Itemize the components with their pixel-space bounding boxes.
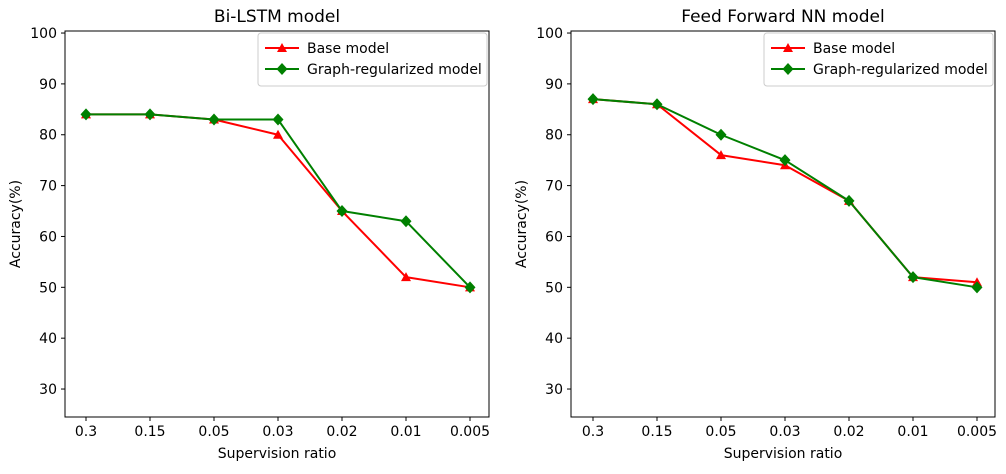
- y-tick-label: 70: [39, 179, 57, 195]
- legend-box: [763, 32, 994, 87]
- series-graph-regularized-model: [587, 93, 983, 294]
- legend-label: Base model: [813, 41, 895, 57]
- y-axis-label: Accuracy(%): [514, 180, 530, 268]
- series-graph-regularized-model-diamond-marker-icon: [80, 108, 92, 121]
- y-tick-label: 50: [545, 280, 563, 296]
- series-base-model: [588, 94, 982, 287]
- axes-box: [570, 30, 996, 418]
- legend-label: Graph-regularized model: [813, 62, 988, 78]
- x-tick-label: 0.15: [134, 424, 165, 440]
- x-tick-label: 0.01: [897, 424, 928, 440]
- chart-title: Bi-LSTM model: [214, 7, 340, 27]
- legend-label: Graph-regularized model: [307, 62, 482, 78]
- y-tick-label: 100: [536, 26, 563, 42]
- series-base-model-line: [592, 98, 978, 284]
- y-tick-label: 40: [545, 331, 563, 347]
- legend-triangle-marker-icon: [783, 43, 793, 52]
- legend-entry-base-model: Base model: [771, 41, 895, 57]
- legend-entry-graph-regularized-model: Graph-regularized model: [265, 62, 482, 78]
- y-tick-label: 30: [39, 382, 57, 398]
- series-graph-regularized-model-diamond-marker-icon: [843, 194, 855, 207]
- legend-diamond-marker-icon: [782, 63, 794, 75]
- series-graph-regularized-model-line: [592, 98, 978, 289]
- series-base-model: [81, 109, 475, 292]
- legend-box: [257, 32, 488, 87]
- series-graph-regularized-model-diamond-marker-icon: [272, 113, 284, 126]
- x-tick-label: 0.01: [390, 424, 421, 440]
- legend-entry-graph-regularized-model: Graph-regularized model: [771, 62, 988, 78]
- x-tick-label: 0.3: [75, 424, 97, 440]
- x-tick-label: 0.03: [262, 424, 293, 440]
- series-graph-regularized-model-diamond-marker-icon: [651, 98, 663, 111]
- x-tick-label: 0.3: [582, 424, 604, 440]
- series-graph-regularized-model-diamond-marker-icon: [907, 271, 919, 284]
- series-base-model-triangle-marker-icon: [716, 150, 726, 160]
- y-tick-label: 30: [545, 382, 563, 398]
- y-tick-label: 60: [545, 229, 563, 245]
- legend: Base model Graph-regularized model: [257, 32, 488, 87]
- y-tick-label: 70: [545, 179, 563, 195]
- y-tick-label: 50: [39, 280, 57, 296]
- x-tick-label: 0.02: [833, 424, 864, 440]
- series-graph-regularized-model-line: [86, 113, 471, 289]
- legend-label: Base model: [307, 41, 389, 57]
- legend-entry-base-model: Base model: [265, 41, 389, 57]
- x-tick-label: 0.02: [326, 424, 357, 440]
- chart-feed-forward-nn-model: Feed Forward NN model 30 40 50 60 70 80 90 100 0.…: [514, 7, 997, 462]
- series-base-model-triangle-marker-icon: [273, 129, 283, 139]
- y-tick-label: 80: [39, 128, 57, 144]
- series-graph-regularized-model-diamond-marker-icon: [336, 205, 348, 218]
- series-base-model-triangle-marker-icon: [401, 272, 411, 282]
- series-graph-regularized-model-diamond-marker-icon: [715, 128, 727, 141]
- x-axis-label: Supervision ratio: [218, 446, 337, 462]
- legend-triangle-marker-icon: [277, 43, 287, 52]
- legend: Base model Graph-regularized model: [763, 32, 994, 87]
- y-tick-label: 90: [39, 77, 57, 93]
- x-tick-label: 0.005: [450, 424, 490, 440]
- x-tick-label: 0.005: [957, 424, 997, 440]
- x-tick-label: 0.03: [769, 424, 800, 440]
- y-tick-label: 90: [545, 77, 563, 93]
- x-tick-label: 0.05: [198, 424, 229, 440]
- x-axis-label: Supervision ratio: [724, 446, 843, 462]
- series-graph-regularized-model-diamond-marker-icon: [208, 113, 220, 126]
- series-graph-regularized-model-diamond-marker-icon: [587, 93, 599, 106]
- y-tick-label: 80: [545, 128, 563, 144]
- x-tick-label: 0.05: [705, 424, 736, 440]
- series-graph-regularized-model-diamond-marker-icon: [400, 215, 412, 228]
- y-tick-label: 60: [39, 229, 57, 245]
- y-tick-label: 100: [30, 26, 57, 42]
- y-axis-label: Accuracy(%): [8, 180, 24, 268]
- series-graph-regularized-model: [80, 108, 476, 294]
- series-graph-regularized-model-diamond-marker-icon: [779, 154, 791, 167]
- chart-bi-lstm-model: Bi-LSTM model 30 40 50 60 70 80 90 100 0.3 0.15 0.0…: [8, 7, 490, 462]
- chart-title: Feed Forward NN model: [681, 7, 885, 27]
- series-base-model-line: [86, 113, 471, 289]
- series-graph-regularized-model-diamond-marker-icon: [144, 108, 156, 121]
- series-graph-regularized-model-diamond-marker-icon: [971, 281, 983, 294]
- series-graph-regularized-model-diamond-marker-icon: [464, 281, 476, 294]
- axes-box: [64, 30, 490, 418]
- legend-diamond-marker-icon: [276, 63, 288, 75]
- y-tick-label: 40: [39, 331, 57, 347]
- x-tick-label: 0.15: [641, 424, 672, 440]
